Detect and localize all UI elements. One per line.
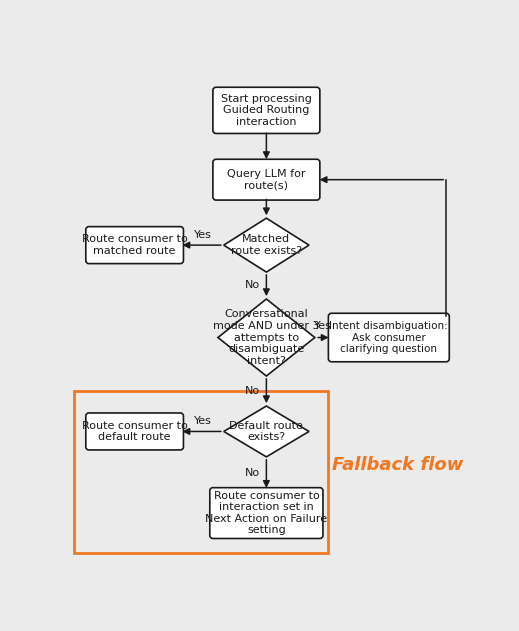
- Text: Query LLM for
route(s): Query LLM for route(s): [227, 169, 306, 191]
- Text: Yes: Yes: [194, 416, 212, 426]
- FancyBboxPatch shape: [213, 87, 320, 134]
- Text: Route consumer to
matched route: Route consumer to matched route: [82, 234, 187, 256]
- FancyBboxPatch shape: [210, 488, 323, 538]
- Text: No: No: [245, 468, 260, 478]
- Text: Fallback flow: Fallback flow: [333, 456, 464, 474]
- Text: Matched
route exists?: Matched route exists?: [231, 234, 302, 256]
- FancyBboxPatch shape: [86, 227, 183, 264]
- Text: Route consumer to
default route: Route consumer to default route: [82, 421, 187, 442]
- FancyBboxPatch shape: [329, 313, 449, 362]
- Text: No: No: [245, 386, 260, 396]
- Polygon shape: [224, 406, 309, 457]
- Text: Conversational
mode AND under 3
attempts to
disambiguate
intent?: Conversational mode AND under 3 attempts…: [213, 309, 320, 366]
- Text: No: No: [245, 280, 260, 290]
- Text: Start processing
Guided Routing
interaction: Start processing Guided Routing interact…: [221, 94, 312, 127]
- FancyBboxPatch shape: [213, 159, 320, 200]
- Bar: [74, 391, 329, 553]
- Text: Yes: Yes: [314, 321, 332, 331]
- Polygon shape: [218, 299, 315, 376]
- Text: Yes: Yes: [194, 230, 212, 240]
- FancyBboxPatch shape: [86, 413, 183, 450]
- Text: Intent disambiguation:
Ask consumer
clarifying question: Intent disambiguation: Ask consumer clar…: [330, 321, 448, 354]
- Text: Default route
exists?: Default route exists?: [229, 421, 303, 442]
- Polygon shape: [224, 218, 309, 272]
- Text: Route consumer to
interaction set in
Next Action on Failure
setting: Route consumer to interaction set in Nex…: [206, 491, 327, 536]
